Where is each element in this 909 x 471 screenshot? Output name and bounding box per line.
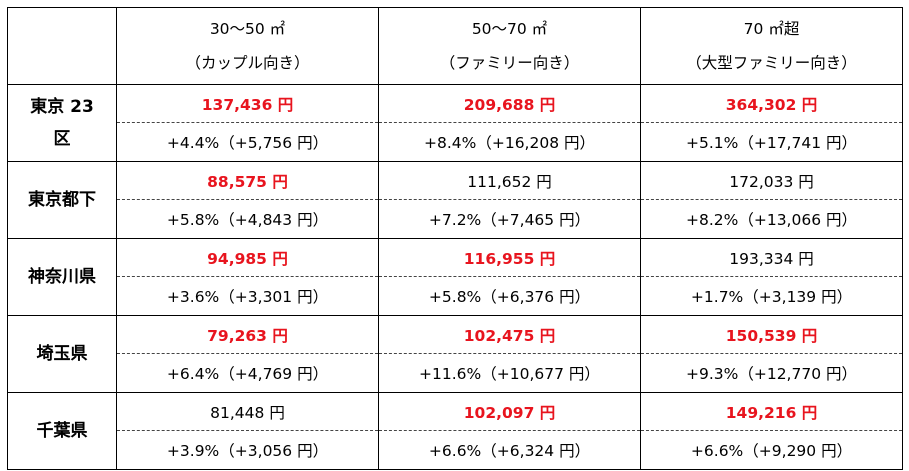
change-cell: +6.6%（+9,290 円） <box>640 430 903 470</box>
price-cell: 209,688 円 <box>378 84 641 123</box>
region-cell: 東京都下 <box>7 161 117 239</box>
price-cell: 149,216 円 <box>640 392 903 431</box>
price-cell: 94,985 円 <box>116 238 379 277</box>
change-cell: +9.3%（+12,770 円） <box>640 353 903 393</box>
price-row: 神奈川県 94,985 円 116,955 円 193,334 円 <box>7 238 903 316</box>
change-cell: +6.4%（+4,769 円） <box>116 353 379 393</box>
change-cell: +6.6%（+6,324 円） <box>378 430 641 470</box>
change-row: +4.4%（+5,756 円） +8.4%（+16,208 円） +5.1%（+… <box>8 122 903 162</box>
region-label: 神奈川県 <box>28 267 96 287</box>
change-cell: +3.6%（+3,301 円） <box>116 276 379 316</box>
header-row: 30～50 ㎡ （カップル向き） 50～70 ㎡ （ファミリー向き） 70 ㎡超… <box>7 7 903 85</box>
price-cell: 88,575 円 <box>116 161 379 200</box>
price-row: 千葉県 81,448 円 102,097 円 149,216 円 <box>7 392 903 470</box>
header-size-label: 50～70 ㎡ <box>471 20 548 38</box>
header-size-70-plus: 70 ㎡超 （大型ファミリー向き） <box>640 7 903 85</box>
price-cell: 137,436 円 <box>116 84 379 123</box>
price-cell: 193,334 円 <box>640 238 903 277</box>
region-cell: 東京 23 区 <box>7 84 117 162</box>
region-label: 千葉県 <box>36 421 88 441</box>
change-cell: +4.4%（+5,756 円） <box>116 122 379 162</box>
header-target-label: （カップル向き） <box>185 54 310 72</box>
header-size-label: 70 ㎡超 <box>743 20 800 38</box>
price-cell: 364,302 円 <box>640 84 903 123</box>
region-cell: 神奈川県 <box>7 238 117 316</box>
price-row: 東京 23 区 137,436 円 209,688 円 364,302 円 <box>7 84 903 162</box>
change-cell: +8.4%（+16,208 円） <box>378 122 641 162</box>
region-label: 東京 23 <box>30 97 94 117</box>
header-size-label: 30～50 ㎡ <box>209 20 286 38</box>
change-cell: +11.6%（+10,677 円） <box>378 353 641 393</box>
corner-cell <box>7 7 117 85</box>
price-cell: 150,539 円 <box>640 315 903 354</box>
rent-table: 30～50 ㎡ （カップル向き） 50～70 ㎡ （ファミリー向き） 70 ㎡超… <box>7 7 903 470</box>
change-cell: +7.2%（+7,465 円） <box>378 199 641 239</box>
change-cell: +3.9%（+3,056 円） <box>116 430 379 470</box>
price-cell: 79,263 円 <box>116 315 379 354</box>
price-cell: 116,955 円 <box>378 238 641 277</box>
price-cell: 102,475 円 <box>378 315 641 354</box>
region-label: 東京都下 <box>28 190 96 210</box>
price-cell: 111,652 円 <box>378 161 641 200</box>
price-cell: 81,448 円 <box>116 392 379 431</box>
header-target-label: （ファミリー向き） <box>439 54 580 72</box>
change-cell: +8.2%（+13,066 円） <box>640 199 903 239</box>
region-cell: 埼玉県 <box>7 315 117 393</box>
header-target-label: （大型ファミリー向き） <box>686 54 857 72</box>
price-row: 埼玉県 79,263 円 102,475 円 150,539 円 <box>7 315 903 393</box>
change-cell: +5.8%（+4,843 円） <box>116 199 379 239</box>
change-cell: +5.8%（+6,376 円） <box>378 276 641 316</box>
header-size-50-70: 50～70 ㎡ （ファミリー向き） <box>378 7 641 85</box>
price-cell: 102,097 円 <box>378 392 641 431</box>
change-cell: +5.1%（+17,741 円） <box>640 122 903 162</box>
change-row: +3.6%（+3,301 円） +5.8%（+6,376 円） +1.7%（+3… <box>8 276 903 316</box>
change-cell: +1.7%（+3,139 円） <box>640 276 903 316</box>
change-row: +6.4%（+4,769 円） +11.6%（+10,677 円） +9.3%（… <box>8 353 903 393</box>
header-size-30-50: 30～50 ㎡ （カップル向き） <box>116 7 379 85</box>
change-row: +5.8%（+4,843 円） +7.2%（+7,465 円） +8.2%（+1… <box>8 199 903 239</box>
region-cell: 千葉県 <box>7 392 117 470</box>
table-body: 東京 23 区 137,436 円 209,688 円 364,302 円 +4… <box>7 84 903 470</box>
region-label-cont: 区 <box>53 129 71 149</box>
change-row: +3.9%（+3,056 円） +6.6%（+6,324 円） +6.6%（+9… <box>8 430 903 470</box>
price-cell: 172,033 円 <box>640 161 903 200</box>
price-row: 東京都下 88,575 円 111,652 円 172,033 円 <box>7 161 903 239</box>
region-label: 埼玉県 <box>36 344 88 364</box>
